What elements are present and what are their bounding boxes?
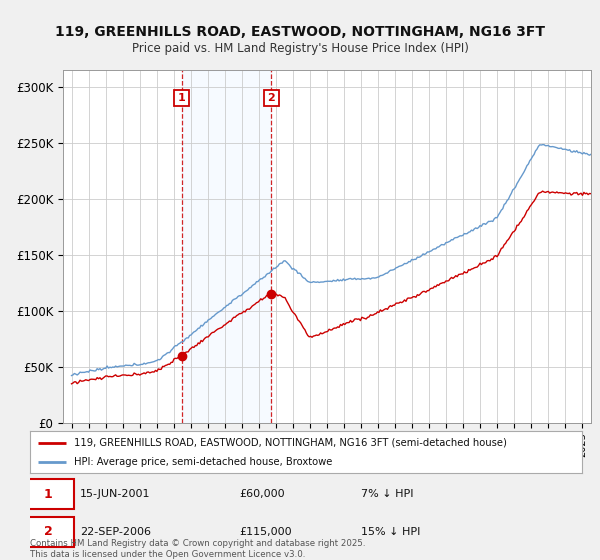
Text: 119, GREENHILLS ROAD, EASTWOOD, NOTTINGHAM, NG16 3FT: 119, GREENHILLS ROAD, EASTWOOD, NOTTINGH… (55, 25, 545, 39)
Text: Contains HM Land Registry data © Crown copyright and database right 2025.
This d: Contains HM Land Registry data © Crown c… (30, 539, 365, 559)
Text: HPI: Average price, semi-detached house, Broxtowe: HPI: Average price, semi-detached house,… (74, 457, 332, 467)
Text: 1: 1 (178, 93, 185, 103)
Text: 15% ↓ HPI: 15% ↓ HPI (361, 527, 421, 536)
Text: 22-SEP-2006: 22-SEP-2006 (80, 527, 151, 536)
Text: £115,000: £115,000 (240, 527, 292, 536)
Text: 119, GREENHILLS ROAD, EASTWOOD, NOTTINGHAM, NG16 3FT (semi-detached house): 119, GREENHILLS ROAD, EASTWOOD, NOTTINGH… (74, 437, 507, 447)
Text: 1: 1 (44, 488, 52, 501)
Text: 2: 2 (268, 93, 275, 103)
Text: Price paid vs. HM Land Registry's House Price Index (HPI): Price paid vs. HM Land Registry's House … (131, 42, 469, 55)
Text: £60,000: £60,000 (240, 489, 286, 499)
Bar (182, 70, 271, 423)
Text: 7% ↓ HPI: 7% ↓ HPI (361, 489, 414, 499)
FancyBboxPatch shape (22, 479, 74, 509)
FancyBboxPatch shape (22, 517, 74, 547)
Text: 15-JUN-2001: 15-JUN-2001 (80, 489, 150, 499)
Text: 2: 2 (44, 525, 52, 538)
